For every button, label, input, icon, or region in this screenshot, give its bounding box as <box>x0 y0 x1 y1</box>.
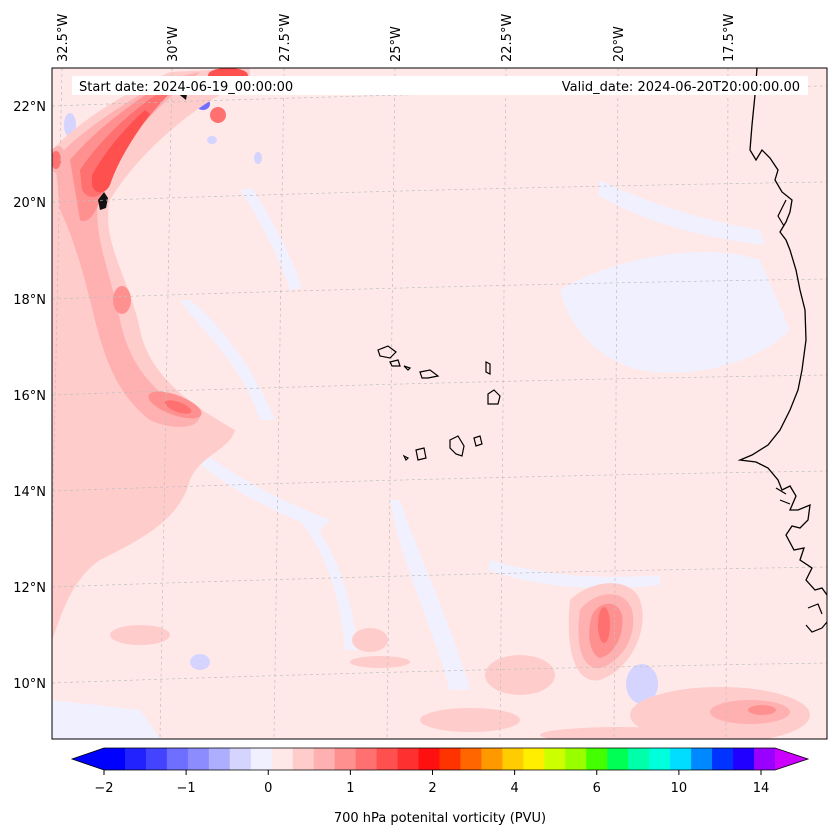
colorbar-cell <box>565 748 587 770</box>
colorbar-ticks: −2 −1 0 1 2 4 6 10 14 <box>94 770 769 796</box>
colorbar-max-extend <box>775 748 808 770</box>
lon-label: 20°W <box>612 26 627 62</box>
pv-core-dark <box>98 192 108 210</box>
lat-label: 10°N <box>13 677 46 692</box>
colorbar-cell <box>439 748 461 770</box>
colorbar-min-extend <box>72 748 104 770</box>
longitude-gridline <box>499 68 507 739</box>
colorbar-cell <box>586 748 608 770</box>
latitude-gridline <box>52 181 827 203</box>
colorbar-tick-label: 2 <box>428 781 436 796</box>
colorbar-cell <box>712 748 734 770</box>
colorbar-cell <box>481 748 503 770</box>
colorbar-cell <box>250 748 273 770</box>
colorbar-cell <box>460 748 482 770</box>
latitude-gridline <box>52 85 827 107</box>
map-frame <box>51 67 828 740</box>
latitude-gridline <box>52 374 827 396</box>
colorbar-cell <box>733 748 755 770</box>
colorbar-tick-label: −1 <box>177 781 196 796</box>
colorbar-cell <box>502 748 524 770</box>
longitude-gridline <box>386 68 396 739</box>
colorbar-cell <box>376 748 399 770</box>
lon-label: 27.5°W <box>278 14 293 62</box>
colorbar-cell <box>691 748 713 770</box>
start-date-label: Start date: 2024-06-19_00:00:00 <box>79 80 293 95</box>
latitude-gridline <box>52 662 827 684</box>
lat-label: 16°N <box>13 389 46 404</box>
colorbar-cell <box>649 748 671 770</box>
positive-pv-band <box>52 68 250 640</box>
colorbar-label: 700 hPa potenital vorticity (PVU) <box>334 811 546 826</box>
latitude-gridline <box>52 278 827 300</box>
colorbar-cell <box>313 748 336 770</box>
colorbar: −2 −1 0 1 2 4 6 10 14 <box>70 747 810 796</box>
colorbar-cell <box>523 748 545 770</box>
longitude-labels: 32.5°W 30°W 27.5°W 25°W 22.5°W 20°W 17.5… <box>56 14 737 62</box>
latitude-gridline <box>52 566 827 588</box>
colorbar-cell <box>208 748 231 770</box>
map-panel <box>52 68 827 739</box>
colorbar-cell <box>397 748 420 770</box>
colorbar-tick-label: 6 <box>593 781 601 796</box>
colorbar-cell <box>166 748 189 770</box>
lon-label: 25°W <box>389 26 404 62</box>
valid-date-label: Valid_date: 2024-06-20T20:00:00.00 <box>562 80 800 95</box>
colorbar-cell <box>229 748 252 770</box>
lat-label: 20°N <box>13 196 46 211</box>
lat-label: 18°N <box>13 293 46 308</box>
africa-coast-detail <box>775 199 827 633</box>
colorbar-cell <box>628 748 650 770</box>
lat-label: 22°N <box>13 100 46 115</box>
colorbar-cell <box>754 748 776 770</box>
negative-pv-areas <box>52 180 790 739</box>
colorbar-cell <box>292 748 315 770</box>
colorbar-tick-label: 1 <box>346 781 354 796</box>
colorbar-cell <box>104 748 126 770</box>
longitude-gridline <box>725 68 729 739</box>
latitude-labels: 22°N 20°N 18°N 16°N 14°N 12°N 10°N <box>13 100 46 692</box>
colorbar-tick-label: 14 <box>753 781 770 796</box>
colorbar-tick-label: −2 <box>94 781 113 796</box>
colorbar-tick-label: 0 <box>264 781 272 796</box>
lon-label: 17.5°W <box>722 14 737 62</box>
colorbar-cell <box>355 748 378 770</box>
longitude-gridline <box>273 68 285 739</box>
colorbar-cell <box>607 748 629 770</box>
lon-label: 30°W <box>166 26 181 62</box>
cape-verde-islands <box>377 345 501 462</box>
colorbar-cell <box>334 748 357 770</box>
lon-label: 32.5°W <box>56 14 71 62</box>
stronger-negative-spots <box>64 113 658 704</box>
longitude-gridline <box>159 68 173 739</box>
colorbar-tick-label: 4 <box>510 781 518 796</box>
colorbar-cells <box>104 748 776 770</box>
colorbar-tick-label: 10 <box>671 781 688 796</box>
lon-label: 22.5°W <box>500 14 515 62</box>
positive-pv-patch-south <box>110 583 810 739</box>
header-box <box>72 76 808 95</box>
colorbar-cell <box>670 748 692 770</box>
colorbar-cell <box>145 748 168 770</box>
colorbar-cell <box>271 748 294 770</box>
colorbar-cell <box>544 748 566 770</box>
latitude-gridline <box>52 470 827 492</box>
lat-label: 12°N <box>13 581 46 596</box>
lat-label: 14°N <box>13 485 46 500</box>
longitude-gridline <box>613 68 619 739</box>
map-gridlines <box>52 68 827 739</box>
africa-coastline <box>737 68 827 596</box>
colorbar-cell <box>187 748 210 770</box>
colorbar-cell <box>124 748 147 770</box>
colorbar-cell <box>418 748 440 770</box>
